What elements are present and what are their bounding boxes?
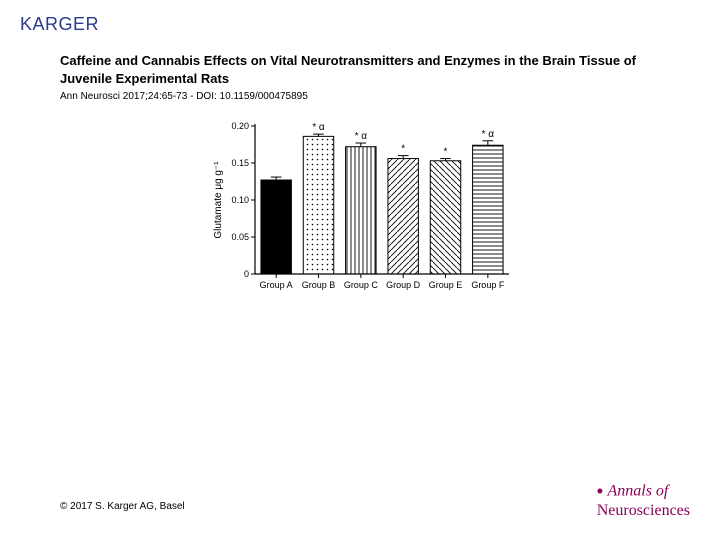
journal-name-line1: Annals of	[607, 483, 668, 500]
svg-text:0.20: 0.20	[231, 121, 249, 131]
svg-text:0.10: 0.10	[231, 195, 249, 205]
y-axis-label: Glutamate μg g⁻¹	[213, 161, 224, 239]
chart-container: 0 0.05 0.10 0.15 0.20 Group A * α Group B * α Gro…	[60, 112, 660, 302]
article-citation: Ann Neurosci 2017;24:65-73 - DOI: 10.115…	[60, 91, 660, 102]
x-tick-label: Group C	[344, 280, 379, 290]
journal-logo: • Annals of Neurosciences	[597, 481, 690, 520]
citation-journal: Ann Neurosci 2017;24:65-73 -	[60, 91, 196, 102]
bar	[303, 136, 333, 274]
copyright-text: © 2017 S. Karger AG, Basel	[60, 501, 185, 512]
article-title: Caffeine and Cannabis Effects on Vital N…	[60, 52, 660, 87]
bar-annotation: * α	[312, 122, 325, 133]
x-tick-label: Group D	[386, 280, 421, 290]
bar	[388, 159, 418, 274]
journal-name-line2: Neurosciences	[597, 502, 690, 519]
bar	[473, 145, 503, 274]
publisher-logo: KARGER	[20, 14, 99, 35]
citation-doi: DOI: 10.1159/000475895	[196, 91, 308, 102]
svg-text:0.15: 0.15	[231, 158, 249, 168]
bar-annotation: * α	[482, 129, 495, 140]
bar-annotation: *	[401, 144, 405, 155]
x-tick-label: Group F	[471, 280, 505, 290]
bar-annotation: * α	[355, 131, 368, 142]
bar	[430, 161, 460, 274]
x-tick-label: Group B	[302, 280, 336, 290]
x-tick-label: Group E	[429, 280, 463, 290]
bar-chart: 0 0.05 0.10 0.15 0.20 Group A * α Group B * α Gro…	[205, 112, 515, 302]
article-content: Caffeine and Cannabis Effects on Vital N…	[60, 52, 660, 302]
svg-text:0.05: 0.05	[231, 232, 249, 242]
journal-bullet-icon: •	[597, 481, 603, 501]
bar-annotation: *	[444, 147, 448, 158]
svg-text:0: 0	[244, 269, 249, 279]
bar	[261, 180, 291, 274]
x-tick-label: Group A	[260, 280, 293, 290]
bar	[346, 147, 376, 274]
